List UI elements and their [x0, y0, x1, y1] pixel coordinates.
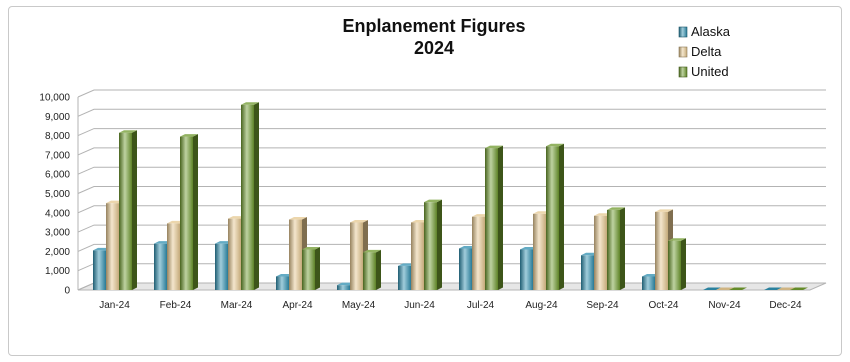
bar-united-nov-24	[729, 287, 747, 290]
legend-item-delta: Delta	[678, 44, 722, 59]
y-tick-label: 1,000	[45, 266, 70, 277]
bar-united-aug-24	[546, 143, 564, 290]
gridline	[77, 89, 826, 98]
gridline	[77, 224, 826, 233]
y-tick-label: 9,000	[45, 112, 70, 123]
bar-united-apr-24	[302, 246, 320, 290]
x-tick-label: Jul-24	[467, 300, 495, 311]
gridline	[77, 147, 826, 156]
legend-label: Delta	[691, 44, 722, 59]
bar-layer	[93, 102, 808, 290]
y-tick-label: 10,000	[39, 93, 70, 104]
y-tick-label: 2,000	[45, 247, 70, 258]
x-tick-label: Sep-24	[586, 300, 619, 311]
y-tick-label: 4,000	[45, 208, 70, 219]
chart-title: Enplanement Figures	[342, 16, 525, 36]
gridline	[77, 108, 826, 117]
y-tick-label: 7,000	[45, 150, 70, 161]
legend-label: Alaska	[691, 24, 731, 39]
y-tick-label: 5,000	[45, 189, 70, 200]
y-tick-label: 3,000	[45, 228, 70, 239]
legend-swatch	[678, 26, 688, 38]
chart-frame	[8, 6, 842, 356]
x-tick-label: Nov-24	[708, 300, 741, 311]
x-tick-label: Mar-24	[221, 300, 253, 311]
y-tick-label: 8,000	[45, 131, 70, 142]
legend-swatch	[678, 66, 688, 78]
bar-united-dec-24	[790, 287, 808, 290]
x-tick-label: Aug-24	[525, 300, 558, 311]
gridline	[77, 128, 826, 137]
x-tick-label: May-24	[342, 300, 376, 311]
bar-united-sep-24	[607, 207, 625, 290]
bar-united-may-24	[363, 249, 381, 290]
bar-united-jun-24	[424, 199, 442, 290]
legend-label: United	[691, 64, 729, 79]
chart-subtitle: 2024	[414, 38, 454, 58]
gridline	[77, 166, 826, 175]
bar-united-jan-24	[119, 130, 137, 290]
bar-united-feb-24	[180, 134, 198, 290]
x-tick-label: Oct-24	[648, 300, 678, 311]
x-tick-label: Dec-24	[769, 300, 802, 311]
gridline	[77, 243, 826, 252]
x-tick-label: Jan-24	[99, 300, 130, 311]
gridline	[77, 205, 826, 214]
legend-swatch	[678, 46, 688, 58]
x-axis-ticks: Jan-24 Feb-24 Mar-24 Apr-24 May-24 Jun-24 Jul-…	[99, 300, 802, 311]
bar-delta-dec-24	[777, 287, 795, 290]
x-tick-label: Feb-24	[160, 300, 192, 311]
x-tick-label: Jun-24	[404, 300, 435, 311]
legend-item-united: United	[678, 64, 729, 79]
bar-alaska-nov-24	[703, 287, 721, 290]
bar-united-mar-24	[241, 102, 259, 290]
grid-layer	[77, 89, 827, 291]
y-tick-label: 6,000	[45, 170, 70, 181]
legend-item-alaska: Alaska	[678, 24, 731, 39]
y-axis-ticks: 0 1,000 2,000 3,000 4,000 5,000 6,000 7,000 8,00…	[39, 93, 70, 297]
x-tick-label: Apr-24	[282, 300, 312, 311]
y-tick-label: 0	[64, 286, 70, 297]
bar-united-oct-24	[668, 238, 686, 290]
legend: Alaska Delta United	[678, 24, 731, 79]
bar-united-jul-24	[485, 145, 503, 290]
gridline	[77, 186, 826, 194]
bar-delta-nov-24	[716, 287, 734, 290]
bar-alaska-dec-24	[764, 287, 782, 290]
